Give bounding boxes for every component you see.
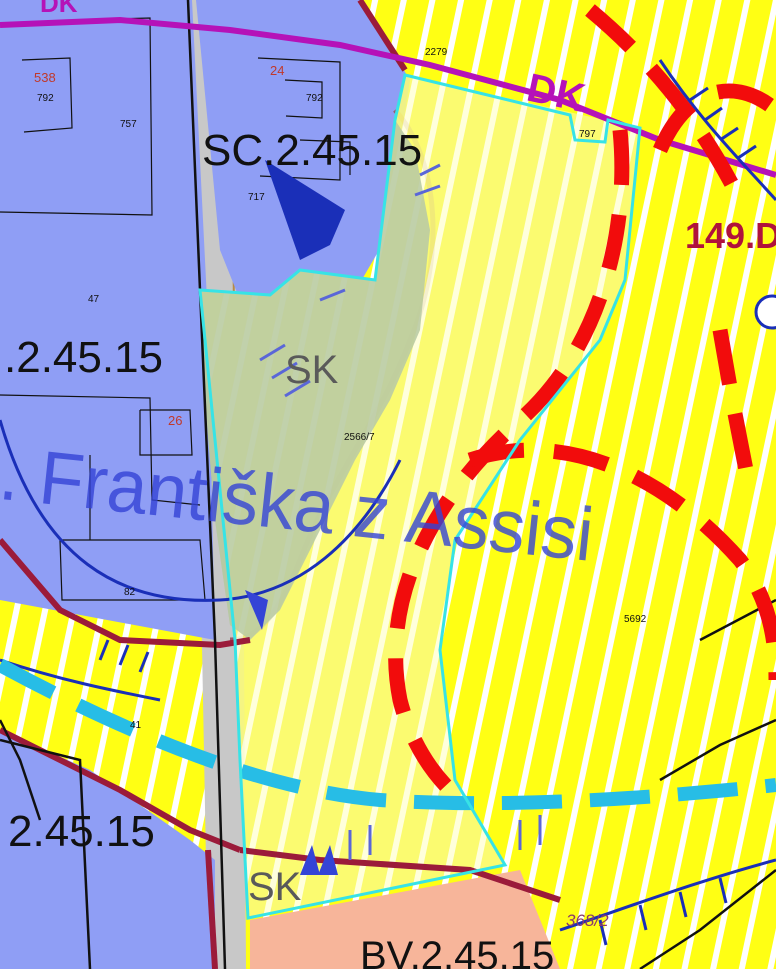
parcel-41: 41 <box>130 720 142 731</box>
parcel-82: 82 <box>124 587 136 598</box>
navy-wedge-south <box>245 590 268 630</box>
zone-label-sk-bottom: SK <box>248 865 302 909</box>
triangle-marker-b <box>318 845 338 875</box>
sk-tick-marks <box>259 163 542 860</box>
parcel-717: 717 <box>248 192 265 203</box>
zone-label-sc-bottom: 2.45.15 <box>8 807 155 856</box>
parcel-368-2: 368/2 <box>566 911 609 930</box>
parcel-538: 538 <box>34 70 56 85</box>
parcel-792-b: 792 <box>306 93 323 104</box>
light-blue-dashed-line <box>0 658 776 811</box>
residential-zone-north <box>196 0 410 300</box>
navy-tick-marks <box>98 86 757 946</box>
parcel-797: 797 <box>579 129 596 140</box>
zone-label-sc-left: .2.45.15 <box>4 333 163 382</box>
parcel-792-a: 792 <box>37 93 54 104</box>
zone-label-bv: BV.2.45.15 <box>360 934 554 969</box>
zone-label-sk-center: SK <box>285 348 339 392</box>
residential-zone-west <box>0 0 215 640</box>
maroon-boundaries <box>0 0 561 969</box>
red-dashed-lines <box>388 4 776 796</box>
parcel-24: 24 <box>270 63 284 78</box>
parcel-numbers: 538 24 26 2279 792 792 797 757 717 2566/… <box>34 47 647 731</box>
parcel-26: 26 <box>168 413 182 428</box>
selected-plot-outline <box>198 73 642 920</box>
parcel-47: 47 <box>88 294 100 305</box>
parcel-2566: 2566/7 <box>344 432 375 443</box>
parcel-5692: 5692 <box>624 614 647 625</box>
route-label-149: 149.D <box>685 215 776 256</box>
parcel-757: 757 <box>120 119 137 130</box>
navy-arc-lines <box>0 59 776 932</box>
green-zone-overlay <box>200 120 430 640</box>
residential-zone-southwest <box>0 730 215 969</box>
magenta-corridor-line <box>0 16 776 178</box>
parcel-2279: 2279 <box>425 47 448 58</box>
circle-marker <box>754 294 776 330</box>
navy-wedge-north <box>265 160 345 260</box>
triangle-marker-a <box>300 845 320 875</box>
salmon-zone-bv <box>250 870 560 969</box>
zone-label-sc-top: SC.2.45.15 <box>202 126 422 175</box>
corridor-label-dk-top: DK <box>40 0 78 18</box>
